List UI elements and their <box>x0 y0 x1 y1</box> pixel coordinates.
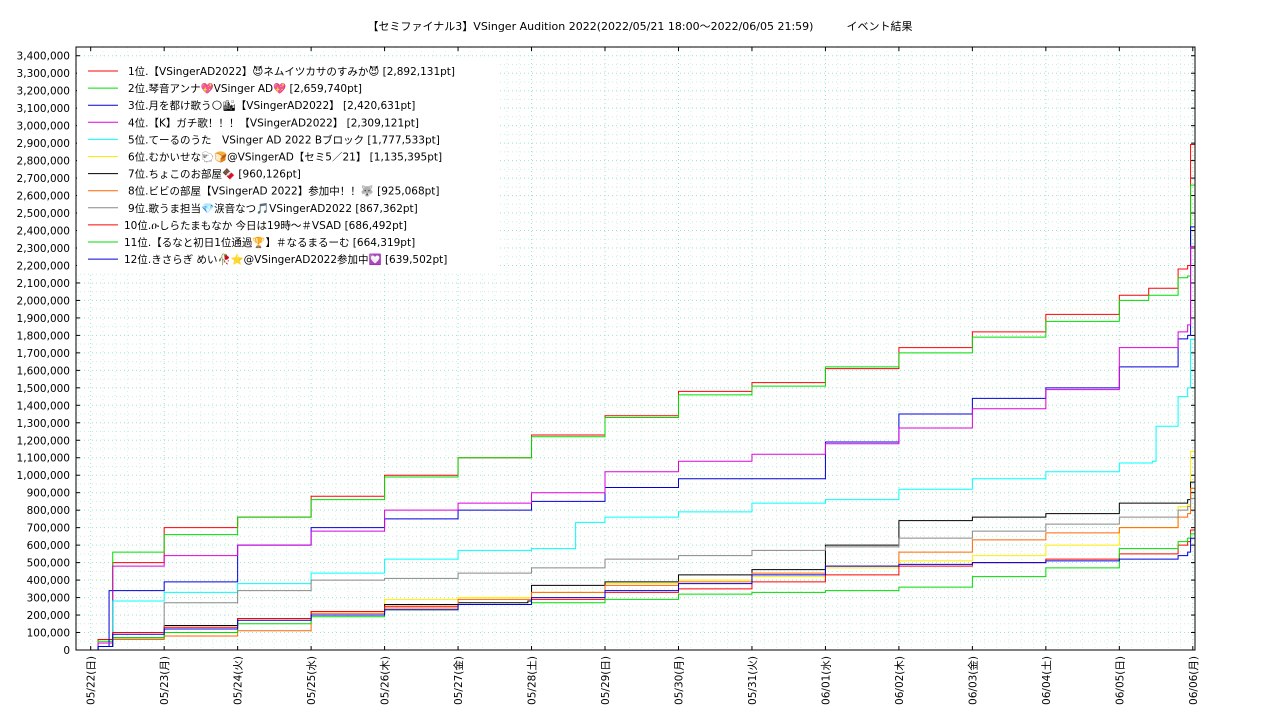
y-tick-label: 2,200,000 <box>17 260 70 272</box>
plot-frame <box>75 46 1196 651</box>
x-tick-label: 06/05(日) <box>1114 656 1126 705</box>
legend-entry: 9位.歌うま担当💎涙音なつ🎵VSingerAD2022 [867,362pt] <box>128 202 418 215</box>
y-tick-label: 0 <box>63 645 70 657</box>
y-tick-label: 900,000 <box>27 488 70 500</box>
y-tick-label: 2,900,000 <box>17 138 70 150</box>
y-tick-label: 1,800,000 <box>17 330 70 342</box>
x-tick-label: 06/03(金) <box>966 656 979 705</box>
y-tick-label: 1,300,000 <box>17 418 70 430</box>
legend-entry: 3位.月を都け歌う🌕🏙【VSingerAD2022】 [2,420,631pt] <box>128 99 415 112</box>
series-line-2 <box>76 184 1195 651</box>
legend-entry: 2位.琴音アンナ💖VSinger AD💖 [2,659,740pt] <box>128 82 362 95</box>
y-tick-label: 3,400,000 <box>17 51 70 63</box>
y-tick-label: 400,000 <box>27 575 70 587</box>
x-tick-label: 06/02(木) <box>894 656 906 705</box>
legend-entry: 6位.むかいせな🐑🍞@VSingerAD【セミ5／21】 [1,135,395p… <box>128 151 442 164</box>
y-tick-label: 1,500,000 <box>17 383 70 395</box>
y-tick-label: 2,100,000 <box>17 278 70 290</box>
y-tick-label: 3,100,000 <box>17 103 70 115</box>
series-line-12 <box>76 537 1195 651</box>
y-tick-label: 300,000 <box>27 593 70 605</box>
y-tick-label: 3,300,000 <box>17 68 70 80</box>
y-tick-label: 1,600,000 <box>17 365 70 377</box>
x-tick-label: 05/24(火) <box>233 656 245 705</box>
y-tick-label: 1,200,000 <box>17 435 70 447</box>
legend-entry: 1位.【VSingerAD2022】😈ネムイツカサのすみか😈 [2,892,13… <box>128 65 455 78</box>
series-line-9 <box>76 497 1195 651</box>
y-tick-label: 700,000 <box>27 523 70 535</box>
legend-entry: 4位.【K】ガチ歌！！！【VSingerAD2022】 [2,309,121pt… <box>128 116 419 129</box>
legend: 1位.【VSingerAD2022】😈ネムイツカサのすみか😈 [2,892,13… <box>77 57 497 273</box>
y-tick-label: 2,800,000 <box>17 156 70 168</box>
legend-entry: 11位.【るなと初日1位通過🏆】＃なるまるーむ [664,319pt] <box>124 236 415 249</box>
series-lines <box>76 144 1195 651</box>
y-tick-label: 2,600,000 <box>17 191 70 203</box>
x-tick-label: 06/06(月) <box>1188 656 1200 705</box>
x-tick-label: 05/22(日) <box>86 656 98 705</box>
x-tick-label: 05/28(土) <box>526 656 539 705</box>
x-tick-label: 06/01(水) <box>820 656 832 705</box>
x-tick-label: 05/27(金) <box>452 656 465 705</box>
y-tick-label: 600,000 <box>27 540 70 552</box>
y-tick-label: 2,400,000 <box>17 226 70 238</box>
y-tick-label: 800,000 <box>27 505 70 517</box>
legend-background <box>77 57 497 273</box>
y-tick-label: 1,700,000 <box>17 348 70 360</box>
x-axis-ticks: 05/22(日) 05/23(月) 05/24(火) 05/25(水) 05/26(木)… <box>86 47 1200 705</box>
x-tick-label: 05/31(火) <box>747 656 759 705</box>
x-tick-label: 06/04(土) <box>1040 656 1053 705</box>
y-tick-label: 100,000 <box>27 628 70 640</box>
x-tick-label: 05/23(月) <box>159 656 171 705</box>
series-line-4 <box>76 245 1195 651</box>
series-line-5 <box>76 338 1195 651</box>
series-line-8 <box>76 487 1195 651</box>
y-tick-label: 3,000,000 <box>17 121 70 133</box>
chart-title: 【セミファイナル3】VSinger Audition 2022(2022/05/… <box>367 20 913 33</box>
series-line-11 <box>76 533 1195 651</box>
legend-entry: 10位.ዑしらたまもなか 今日は19時～＃VSAD [686,492pt] <box>124 219 407 232</box>
y-tick-label: 500,000 <box>27 558 70 570</box>
legend-entry: 5位.てーるのうた VSinger AD 2022 Bブロック [1,777,5… <box>128 133 440 146</box>
y-tick-label: 1,000,000 <box>17 470 70 482</box>
y-tick-label: 2,500,000 <box>17 208 70 220</box>
y-axis-ticks: 0 100,000 200,000 300,000 400,000 500,000 600,… <box>17 51 1195 657</box>
series-line-1 <box>76 144 1195 651</box>
y-tick-label: 1,900,000 <box>17 313 70 325</box>
y-tick-label: 3,200,000 <box>17 86 70 98</box>
y-tick-label: 2,300,000 <box>17 243 70 255</box>
x-tick-label: 05/26(木) <box>380 656 392 705</box>
y-tick-label: 200,000 <box>27 610 70 622</box>
y-tick-label: 2,000,000 <box>17 295 70 307</box>
x-tick-label: 05/29(日) <box>600 656 612 705</box>
legend-entry: 7位.ちょこのお部屋🍫 [960,126pt] <box>128 168 301 181</box>
x-tick-label: 05/30(月) <box>673 656 685 705</box>
legend-entry: 8位.ビビの部屋【VSingerAD 2022】参加中！！🐺 [925,068p… <box>128 185 440 198</box>
y-tick-label: 1,100,000 <box>17 453 70 465</box>
y-tick-label: 2,700,000 <box>17 173 70 185</box>
x-tick-label: 05/25(水) <box>306 656 318 705</box>
series-line-3 <box>76 226 1195 651</box>
series-line-10 <box>76 529 1195 651</box>
y-tick-label: 1,400,000 <box>17 400 70 412</box>
series-line-7 <box>76 481 1195 651</box>
legend-entry: 12位.きさらぎ めい🥀⭐@VSingerAD2022参加中💟 [639,502… <box>124 253 447 266</box>
